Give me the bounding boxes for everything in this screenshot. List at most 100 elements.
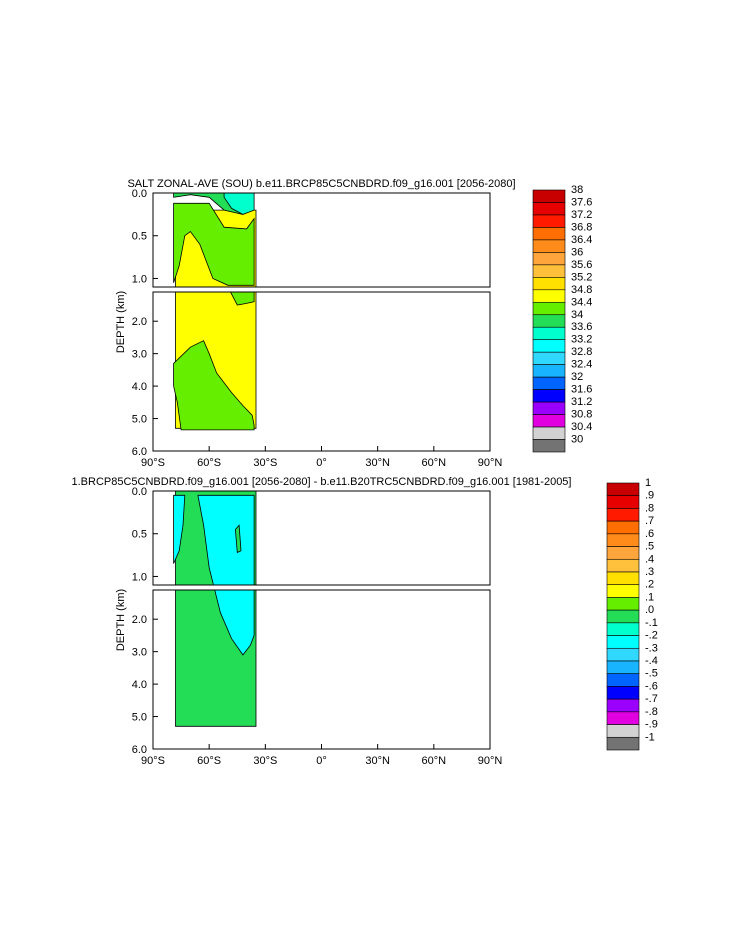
- colorbar-swatch: [532, 189, 566, 203]
- x-tick-label: 0°: [316, 755, 327, 767]
- x-tick-label: 30°N: [365, 457, 390, 469]
- colorbar-label: 37.6: [571, 196, 592, 208]
- colorbar-label: .2: [645, 579, 654, 591]
- colorbar-swatch: [532, 351, 566, 365]
- chart-panel-2: 1.BRCP85C5CNBDRD.f09_g16.001 [2056-2080]…: [72, 476, 658, 767]
- colorbar-label: -.9: [645, 719, 658, 731]
- x-tick-label: 90°S: [141, 755, 165, 767]
- colorbar-swatch: [532, 289, 566, 303]
- y-tick-label: 3.0: [132, 349, 147, 361]
- colorbar-label: 34.4: [571, 296, 592, 308]
- colorbar-label: 30.8: [571, 409, 592, 421]
- colorbar-swatch: [606, 520, 640, 535]
- colorbar-label: 1: [645, 477, 651, 489]
- x-tick-label: 60°S: [197, 755, 221, 767]
- colorbar-label: .1: [645, 591, 654, 603]
- colorbar-swatch: [532, 326, 566, 341]
- colorbar-swatch: [532, 301, 566, 316]
- y-tick-label: 5.0: [132, 712, 147, 724]
- colorbar-label: -1: [645, 731, 655, 743]
- colorbar-label: 32.8: [571, 346, 592, 358]
- colorbar-swatch: [606, 597, 640, 611]
- colorbar-label: 36: [571, 246, 583, 258]
- x-tick-label: 60°N: [422, 755, 447, 767]
- colorbar-swatch: [532, 376, 566, 390]
- colorbar-label: 35.2: [571, 271, 592, 283]
- chart-panel-1: SALT ZONAL-AVE (SOU) b.e11.BRCP85C5CNBDR…: [115, 178, 592, 469]
- colorbar-label: -.4: [645, 655, 658, 667]
- upper-panel-frame: [152, 490, 491, 586]
- colorbar-label: 35.6: [571, 259, 592, 271]
- colorbar-swatch: [606, 622, 640, 636]
- y-tick-label: 2.0: [132, 316, 147, 328]
- colorbar-swatch: [606, 711, 640, 725]
- colorbar-swatch: [606, 508, 640, 522]
- colorbar-swatch: [606, 533, 640, 547]
- colorbar-label: .7: [645, 515, 654, 527]
- colorbar-label: 37.2: [571, 209, 592, 221]
- contour-region-2-lower: [214, 590, 255, 656]
- colorbar-swatch: [532, 426, 566, 440]
- colorbar-label: .5: [645, 541, 654, 553]
- colorbar-label: .9: [645, 490, 654, 502]
- colorbar-label: -.8: [645, 706, 658, 718]
- colorbar-label: 36.4: [571, 234, 592, 246]
- colorbar-swatch: [606, 673, 640, 687]
- colorbar-swatch: [532, 314, 566, 328]
- colorbar-swatch: [606, 736, 640, 751]
- x-tick-label: 30°S: [253, 457, 277, 469]
- upper-panel-fill: [173, 193, 257, 287]
- y-tick-label: 4.0: [132, 679, 147, 691]
- chart-title: 1.BRCP85C5CNBDRD.f09_g16.001 [2056-2080]…: [72, 476, 572, 488]
- colorbar-swatch: [532, 389, 566, 403]
- y-tick-label: 0.0: [132, 486, 147, 498]
- colorbar-label: .4: [645, 553, 654, 565]
- colorbar-swatch: [606, 558, 640, 573]
- y-tick-label: 0.5: [132, 529, 147, 541]
- upper-panel-frame: [152, 192, 491, 288]
- colorbar-label: .6: [645, 528, 654, 540]
- colorbar-label: -.6: [645, 680, 658, 692]
- colorbar-label: 33.6: [571, 321, 592, 333]
- contour-region-3-lower: [230, 292, 255, 306]
- y-tick-label: 2.0: [132, 614, 147, 626]
- colorbar-label: -.5: [645, 668, 658, 680]
- y-tick-label: 0.0: [132, 188, 147, 200]
- colorbar-label: 36.8: [571, 221, 592, 233]
- x-tick-label: 90°S: [141, 457, 165, 469]
- colorbar-swatch: [606, 698, 640, 713]
- colorbar: 3837.637.236.836.43635.635.234.834.43433…: [532, 184, 592, 453]
- y-axis-label: DEPTH (km): [115, 291, 127, 353]
- lower-panel-fill: [173, 292, 257, 431]
- colorbar-swatch: [606, 647, 640, 662]
- lower-panel-fill: [175, 590, 257, 727]
- colorbar-swatch: [606, 660, 640, 675]
- contour-region-4-upper: [234, 524, 242, 554]
- colorbar-swatch: [606, 482, 640, 497]
- colorbar-label: 34.8: [571, 284, 592, 296]
- chart-title: SALT ZONAL-AVE (SOU) b.e11.BRCP85C5CNBDR…: [127, 178, 515, 190]
- colorbar-swatch: [532, 202, 566, 216]
- colorbar-swatch: [606, 686, 640, 700]
- contour-region-2-upper: [197, 494, 255, 585]
- colorbar-label: 32.4: [571, 359, 592, 371]
- colorbar-label: 33.2: [571, 334, 592, 346]
- colorbar-swatch: [532, 252, 566, 266]
- y-tick-label: 6.0: [132, 446, 147, 458]
- x-tick-label: 60°N: [422, 457, 447, 469]
- x-tick-label: 30°N: [365, 755, 390, 767]
- colorbar-swatch: [606, 546, 640, 560]
- colorbar-swatch: [606, 635, 640, 649]
- contour-region-3-upper: [173, 494, 186, 564]
- x-tick-label: 90°N: [478, 457, 503, 469]
- contour-region-2-upper: [173, 202, 255, 286]
- colorbar-swatch: [606, 609, 640, 624]
- y-tick-label: 4.0: [132, 381, 147, 393]
- colorbar-label: .8: [645, 502, 654, 514]
- colorbar-swatch: [532, 264, 566, 278]
- contour-region-6-upper: [223, 193, 255, 215]
- colorbar-swatch: [532, 364, 566, 378]
- colorbar-swatch: [532, 227, 566, 241]
- colorbar-label: 30: [571, 434, 583, 446]
